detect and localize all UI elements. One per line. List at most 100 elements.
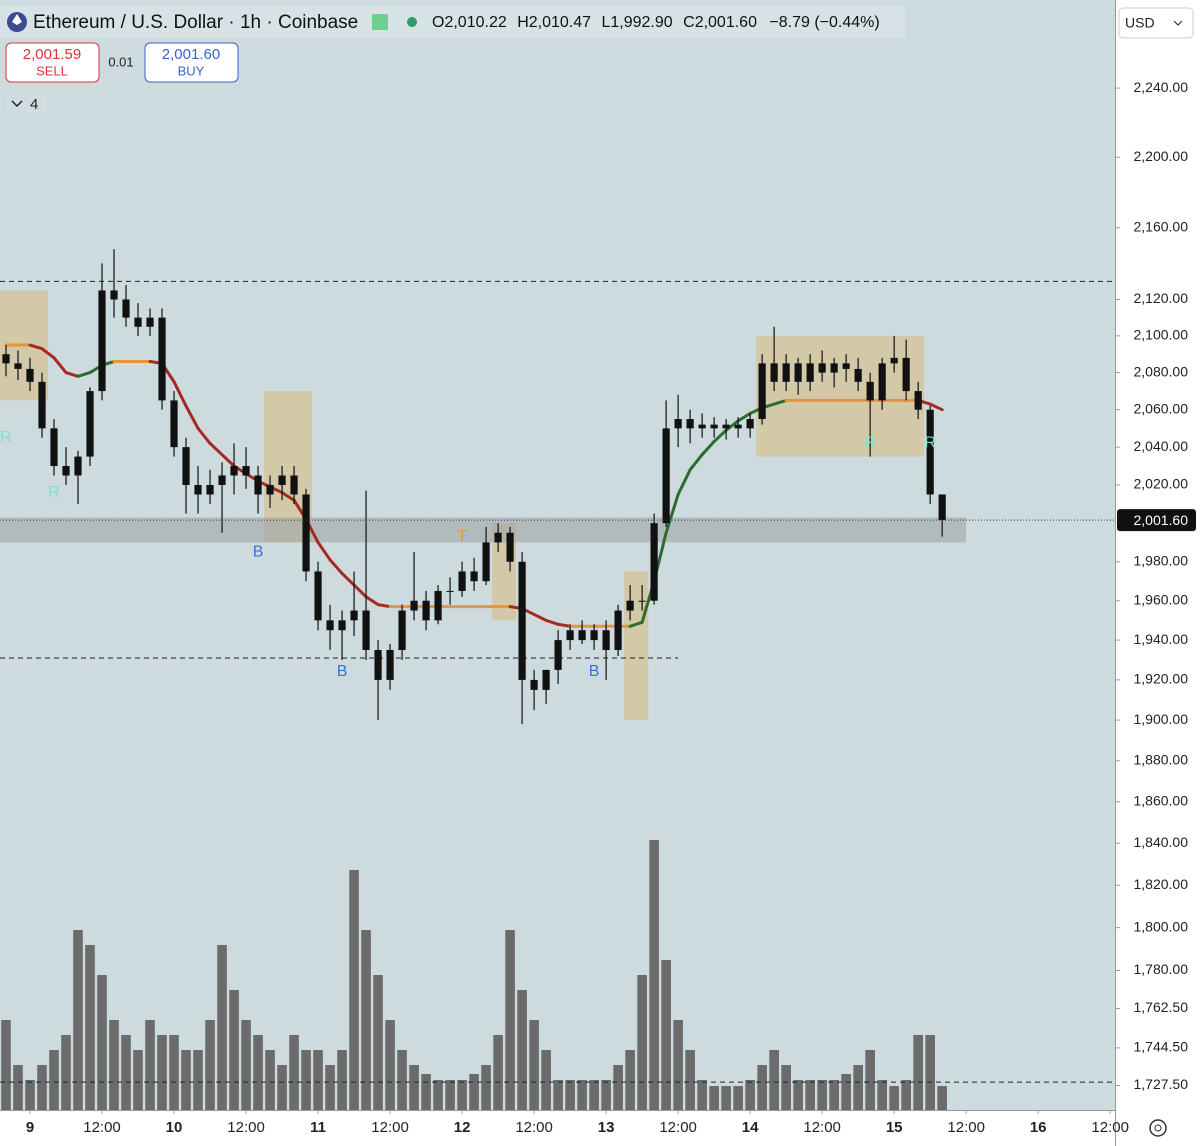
flag-icon[interactable] — [372, 14, 388, 30]
y-tick-label: 1,900.00 — [1134, 711, 1189, 727]
sell-button[interactable] — [5, 42, 100, 83]
candle-body — [758, 363, 766, 420]
ma-segment — [220, 453, 236, 468]
volume-bar — [661, 960, 671, 1110]
candle-body — [62, 466, 70, 476]
volume-bar — [49, 1050, 59, 1110]
buy-button[interactable] — [144, 42, 239, 83]
x-tick-label: 12:00 — [947, 1119, 985, 1136]
y-tick-label: 2,200.00 — [1134, 148, 1189, 164]
ma-segment — [532, 612, 548, 622]
volume-bar — [505, 930, 515, 1110]
candle-body — [398, 610, 406, 651]
volume-bar — [313, 1050, 323, 1110]
volume-bar — [289, 1035, 299, 1110]
candle-body — [146, 317, 154, 327]
candle-body — [890, 357, 898, 364]
candle-body — [194, 484, 202, 495]
x-tick-label: 9 — [26, 1119, 34, 1136]
x-tick-label: 14 — [742, 1119, 759, 1136]
candle-body — [782, 363, 790, 382]
x-tick-label: 10 — [166, 1119, 183, 1136]
volume-bar — [589, 1080, 599, 1110]
ma-segment — [64, 371, 80, 378]
candle-body — [350, 610, 358, 621]
chevron — [1173, 20, 1183, 26]
volume-bar — [181, 1050, 191, 1110]
candle-body — [746, 419, 754, 429]
volume-bar — [169, 1035, 179, 1110]
volume-bar — [673, 1020, 683, 1110]
indicators-count: 4 — [30, 96, 38, 113]
ma-segment — [208, 441, 224, 457]
volume-bar — [709, 1086, 719, 1110]
volume-bar — [457, 1080, 467, 1110]
volume-bar — [865, 1050, 875, 1110]
ma-segment — [352, 583, 368, 599]
chevron — [11, 100, 23, 108]
volume-bar — [541, 1050, 551, 1110]
volume-bar — [757, 1065, 767, 1110]
signal-marker: T — [457, 528, 467, 545]
volume-bar — [97, 975, 107, 1110]
volume-bar — [697, 1080, 707, 1110]
volume-bar — [829, 1080, 839, 1110]
volume-bar — [781, 1065, 791, 1110]
settings-icon[interactable] — [1149, 1119, 1167, 1137]
volume-bar — [889, 1086, 899, 1110]
volume-bar — [649, 840, 659, 1110]
y-tick-label: 1,840.00 — [1134, 834, 1189, 850]
x-tick-label: 12:00 — [83, 1119, 121, 1136]
candle-body — [110, 290, 118, 300]
volume-bar — [13, 1065, 23, 1110]
candle-body — [722, 424, 730, 429]
volume-bar — [385, 1020, 395, 1110]
candle-body — [122, 299, 130, 318]
y-tick-label: 1,820.00 — [1134, 876, 1189, 892]
candle-body — [338, 620, 346, 631]
candle-body — [854, 368, 862, 382]
candle-body — [938, 494, 946, 521]
volume-bar — [913, 1035, 923, 1110]
volume-bar — [361, 930, 371, 1110]
candle-body — [14, 363, 22, 369]
candle-body — [374, 650, 382, 680]
signal-marker: R — [0, 429, 12, 446]
candle-body — [926, 409, 934, 495]
candle-body — [638, 600, 646, 602]
candle-body — [674, 419, 682, 429]
band — [624, 571, 649, 721]
price-zone — [0, 517, 967, 543]
volume-bar — [445, 1080, 455, 1110]
candle-body — [86, 391, 94, 457]
y-tick-label: 1,727.50 — [1134, 1076, 1189, 1092]
y-tick-label: 1,880.00 — [1134, 751, 1189, 767]
x-tick-label: 16 — [1030, 1119, 1047, 1136]
candle-body — [530, 679, 538, 690]
volume-bar — [25, 1080, 35, 1110]
ma-segment — [364, 595, 380, 607]
candle-body — [446, 590, 454, 592]
volume-bar — [1, 1020, 11, 1110]
candle-body — [38, 381, 46, 429]
candle-body — [134, 317, 142, 327]
y-tick-label: 1,762.50 — [1134, 999, 1189, 1015]
candle-body — [458, 571, 466, 591]
volume-bar — [529, 1020, 539, 1110]
coin-icon — [12, 14, 22, 25]
volume-bar — [61, 1035, 71, 1110]
volume-bar — [145, 1020, 155, 1110]
candle-body — [878, 363, 886, 401]
y-tick-label: 1,920.00 — [1134, 671, 1189, 687]
y-tick-label: 1,960.00 — [1134, 591, 1189, 607]
candle-body — [362, 610, 370, 651]
indicators-toggle[interactable] — [6, 92, 46, 116]
volume-bar — [229, 990, 239, 1110]
candle-body — [254, 475, 262, 495]
volume-bar — [637, 975, 647, 1110]
volume-bar — [373, 975, 383, 1110]
ohlc-change: −8.79 (−0.44%) — [769, 14, 879, 31]
currency-select[interactable] — [1118, 7, 1194, 39]
volume-bar — [73, 930, 83, 1110]
